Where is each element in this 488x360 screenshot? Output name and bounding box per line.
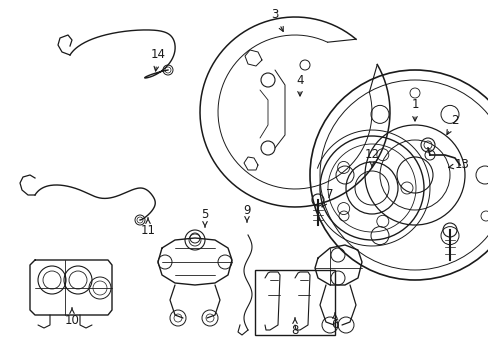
Text: 1: 1 — [410, 99, 418, 121]
Text: 13: 13 — [448, 158, 468, 171]
Text: 14: 14 — [150, 49, 165, 71]
Text: 5: 5 — [201, 208, 208, 227]
Text: 12: 12 — [364, 148, 379, 167]
Text: 2: 2 — [446, 113, 458, 135]
Text: 4: 4 — [296, 73, 303, 96]
Text: 9: 9 — [243, 203, 250, 222]
Text: 10: 10 — [64, 308, 79, 327]
Text: 7: 7 — [322, 189, 333, 207]
Text: 3: 3 — [271, 9, 283, 31]
Text: 8: 8 — [291, 318, 298, 337]
Bar — [254, 270, 334, 335]
Text: 6: 6 — [330, 313, 338, 332]
Text: 11: 11 — [140, 218, 155, 237]
